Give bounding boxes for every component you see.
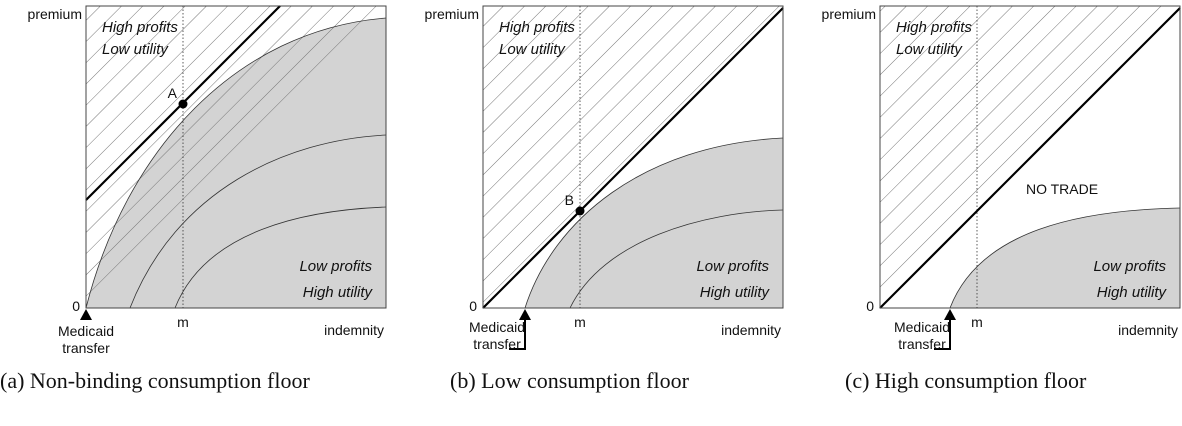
bottom-label: High utility	[303, 284, 374, 301]
caption: (c) High consumption floor	[845, 368, 1087, 393]
frame	[85, 5, 387, 309]
y-axis-label: premium	[822, 6, 876, 22]
indifference-curve	[174, 206, 387, 309]
bottom-label: Low profits	[696, 258, 769, 275]
point-label: B	[565, 192, 574, 208]
high-utility-region	[950, 208, 1180, 308]
transfer-marker	[80, 309, 92, 320]
origin-label: 0	[469, 298, 477, 314]
origin-label: 0	[72, 298, 80, 314]
m-label: m	[574, 314, 586, 330]
transfer-marker	[519, 309, 531, 320]
bottom-label: Low profits	[1093, 258, 1166, 275]
point	[575, 206, 585, 216]
x-axis-label: indemnity	[324, 322, 384, 338]
bottom-label: Low profits	[299, 258, 372, 275]
region-label: NO TRADE	[1026, 181, 1098, 197]
top-label: Low utility	[896, 41, 963, 58]
top-label: High profits	[102, 19, 178, 36]
caption: (a) Non-binding consumption floor	[0, 368, 310, 393]
m-label: m	[177, 314, 189, 330]
high-utility-region	[525, 138, 783, 308]
top-label: High profits	[896, 19, 972, 36]
bottom-label: High utility	[700, 284, 771, 301]
zero-profit-line	[482, 7, 784, 309]
indifference-curve	[569, 209, 784, 309]
high-profit-region	[86, 6, 386, 308]
x-axis-label: indemnity	[1118, 322, 1178, 338]
zero-profit-line	[879, 7, 1181, 309]
high-utility-boundary	[524, 137, 784, 309]
x-axis-label: indemnity	[721, 322, 781, 338]
transfer-label: Medicaid	[894, 319, 950, 335]
frame	[482, 5, 784, 309]
point-label: A	[168, 85, 178, 101]
top-label: Low utility	[102, 41, 169, 58]
indifference-curve	[129, 134, 387, 309]
transfer-label: Medicaid	[469, 319, 525, 335]
top-label: Low utility	[499, 41, 566, 58]
bottom-label: High utility	[1097, 284, 1168, 301]
top-label: High profits	[499, 19, 575, 36]
transfer-label: transfer	[62, 340, 110, 356]
y-axis-label: premium	[28, 6, 82, 22]
frame	[879, 5, 1181, 309]
origin-label: 0	[866, 298, 874, 314]
m-label: m	[971, 314, 983, 330]
transfer-label: transfer	[898, 336, 946, 352]
transfer-marker	[944, 309, 956, 320]
high-utility-boundary	[85, 17, 387, 309]
transfer-label: Medicaid	[58, 323, 114, 339]
diagrams: premium 0 m indemnity High profits Low utilit…	[28, 5, 1181, 356]
y-axis-label: premium	[425, 6, 479, 22]
high-utility-region	[86, 18, 386, 308]
transfer-arrow	[934, 318, 951, 350]
point	[178, 99, 188, 109]
caption: (b) Low consumption floor	[450, 368, 689, 393]
transfer-arrow	[509, 318, 526, 350]
high-utility-boundary	[949, 207, 1181, 309]
transfer-label: transfer	[473, 336, 521, 352]
